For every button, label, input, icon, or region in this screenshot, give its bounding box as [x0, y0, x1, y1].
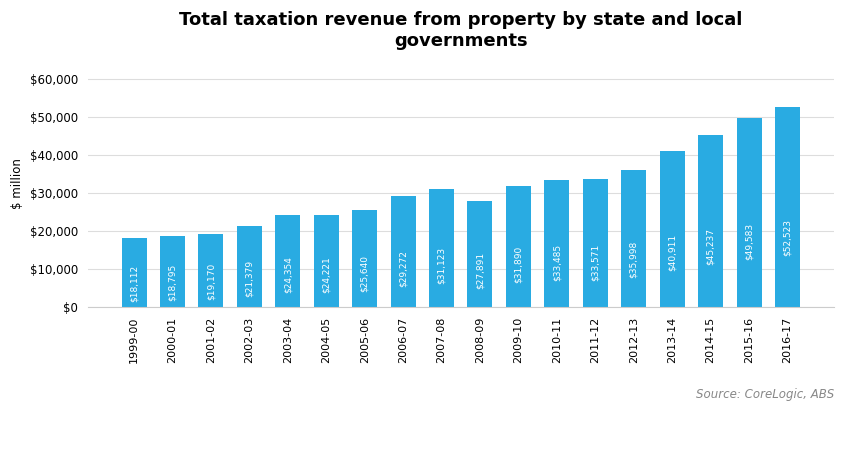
Bar — [582, 180, 607, 307]
Text: $18,795: $18,795 — [168, 264, 176, 301]
Text: $24,221: $24,221 — [322, 256, 330, 293]
Bar — [390, 196, 415, 307]
Text: $33,485: $33,485 — [552, 244, 560, 281]
Bar — [736, 118, 760, 307]
Text: $49,583: $49,583 — [744, 223, 753, 260]
Text: $21,379: $21,379 — [245, 260, 253, 297]
Text: $31,890: $31,890 — [513, 246, 522, 284]
Title: Total taxation revenue from property by state and local
governments: Total taxation revenue from property by … — [179, 11, 742, 50]
Bar — [352, 210, 376, 307]
Text: $35,998: $35,998 — [629, 241, 637, 278]
Bar — [275, 215, 300, 307]
Text: $25,640: $25,640 — [360, 255, 369, 292]
Text: $33,571: $33,571 — [590, 244, 599, 281]
Bar — [198, 234, 223, 307]
Y-axis label: $ million: $ million — [11, 158, 24, 209]
Text: $24,354: $24,354 — [283, 256, 292, 293]
Bar — [429, 189, 453, 307]
Text: $52,523: $52,523 — [782, 219, 791, 256]
Text: $27,891: $27,891 — [475, 252, 484, 288]
Text: Source: CoreLogic, ABS: Source: CoreLogic, ABS — [695, 388, 833, 401]
Text: $29,272: $29,272 — [398, 250, 407, 287]
Bar — [544, 180, 569, 307]
Bar — [236, 226, 262, 307]
Text: $45,237: $45,237 — [706, 229, 714, 266]
Bar — [697, 135, 722, 307]
Text: $40,911: $40,911 — [667, 234, 676, 271]
Bar — [506, 186, 530, 307]
Text: $19,170: $19,170 — [206, 263, 215, 300]
Text: $18,112: $18,112 — [129, 265, 138, 302]
Bar — [467, 201, 492, 307]
Bar — [659, 152, 684, 307]
Bar — [122, 238, 146, 307]
Bar — [160, 236, 185, 307]
Bar — [774, 107, 799, 307]
Text: $31,123: $31,123 — [436, 247, 446, 284]
Bar — [620, 170, 646, 307]
Bar — [313, 215, 338, 307]
